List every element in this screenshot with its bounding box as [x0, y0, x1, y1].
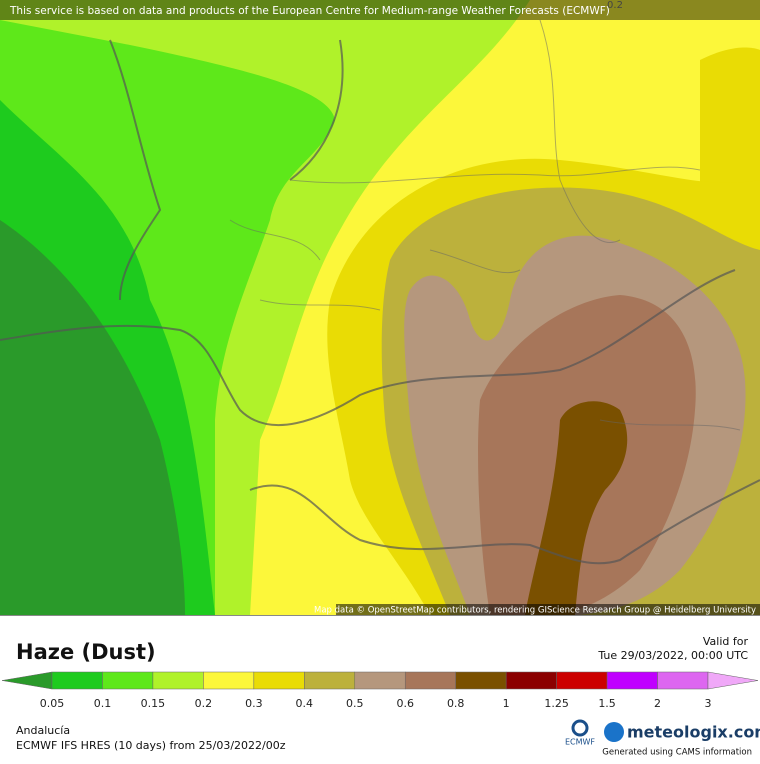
valid-time: Tue 29/03/2022, 00:00 UTC: [597, 649, 748, 662]
legend-label: 2: [654, 697, 661, 710]
legend-swatch: [556, 671, 608, 690]
brand: meteologix.com: [627, 723, 760, 742]
legend-label: 0.3: [245, 697, 263, 710]
ecmwf-logo: ECMWF: [565, 738, 595, 747]
legend-swatch: [404, 671, 456, 690]
legend-swatch: [505, 671, 557, 690]
legend-swatch: [51, 671, 103, 690]
info-panel: Haze (Dust) Valid for Tue 29/03/2022, 00…: [1, 635, 760, 758]
attribution: Map data © OpenStreetMap contributors, r…: [314, 606, 756, 616]
legend-label: 0.6: [396, 697, 414, 710]
contour-label: 0.2: [607, 0, 623, 11]
legend-swatch: [203, 671, 255, 690]
color-legend: 0.05 0.1 0.15 0.2 0.3 0.4 0.5 0.6 0.8 1 1.25 1.5 2 3: [1, 671, 759, 710]
legend-label: 0.5: [346, 697, 364, 710]
legend-swatch: [304, 671, 356, 690]
title: Haze (Dust): [16, 640, 156, 664]
legend-label: 0.05: [40, 697, 65, 710]
legend-label: 1.5: [598, 697, 616, 710]
legend-label: 0.2: [195, 697, 213, 710]
legend-arrow: [1, 671, 53, 690]
legend-swatch: [253, 671, 305, 690]
legend-swatch: [152, 671, 204, 690]
region: Andalucía: [16, 724, 70, 737]
map: This service is based on data and produc…: [0, 0, 760, 616]
legend-label: 1.25: [544, 697, 569, 710]
legend-label: 0.8: [447, 697, 465, 710]
credit: Generated using CAMS information: [602, 748, 752, 758]
notice: This service is based on data and produc…: [9, 5, 610, 17]
legend-label: 0.1: [94, 697, 112, 710]
legend-label: 0.4: [296, 697, 314, 710]
legend-label: 0.15: [141, 697, 166, 710]
legend-swatch: [102, 671, 154, 690]
valid-label: Valid for: [703, 635, 749, 648]
legend-swatch: [657, 671, 709, 690]
model: ECMWF IFS HRES (10 days) from 25/03/2022…: [16, 739, 286, 752]
legend-swatch: [455, 671, 507, 690]
legend-label: 1: [503, 697, 510, 710]
legend-swatch: [606, 671, 658, 690]
legend-label: 3: [705, 697, 712, 710]
legend-swatch: [354, 671, 406, 690]
legend-arrow: [707, 671, 759, 690]
